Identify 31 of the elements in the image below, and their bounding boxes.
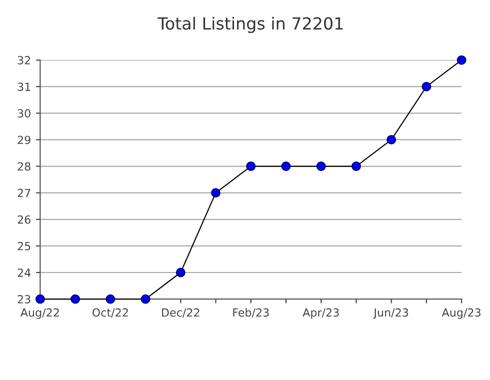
y-tick-label: 30 [18,109,30,118]
x-tick-label: Feb/23 [233,308,269,318]
y-tick-label: 26 [18,215,30,224]
x-tick-label: Jun/23 [373,308,408,319]
point [140,294,150,304]
y-tick-label: 27 [18,188,30,198]
y-tick-label: 23 [18,295,30,304]
y-tick-label: 31 [18,82,30,91]
y-tick-label: 28 [18,162,30,171]
x-tick-label: Aug/22 [20,308,59,319]
point [352,162,361,171]
point [35,294,45,304]
point [246,162,256,171]
y-tick-label: 24 [18,268,31,277]
point [316,162,326,171]
point [176,268,186,278]
point [456,55,466,65]
point [281,162,291,171]
point [211,188,220,198]
point [386,134,396,144]
y-tick-label: 29 [18,136,30,144]
x-tick-label: Oct/22 [92,308,128,318]
x-tick-label: Aug/23 [442,308,480,319]
point [106,294,116,304]
point [422,82,432,92]
y-tick-label: 32 [18,56,30,64]
x-tick-label: Dec/22 [162,308,200,318]
x-tick-label: Apr/23 [302,308,339,319]
chart-title: Total Listings in 72201 [158,16,343,33]
y-tick-label: 25 [18,242,30,250]
point [70,294,80,304]
